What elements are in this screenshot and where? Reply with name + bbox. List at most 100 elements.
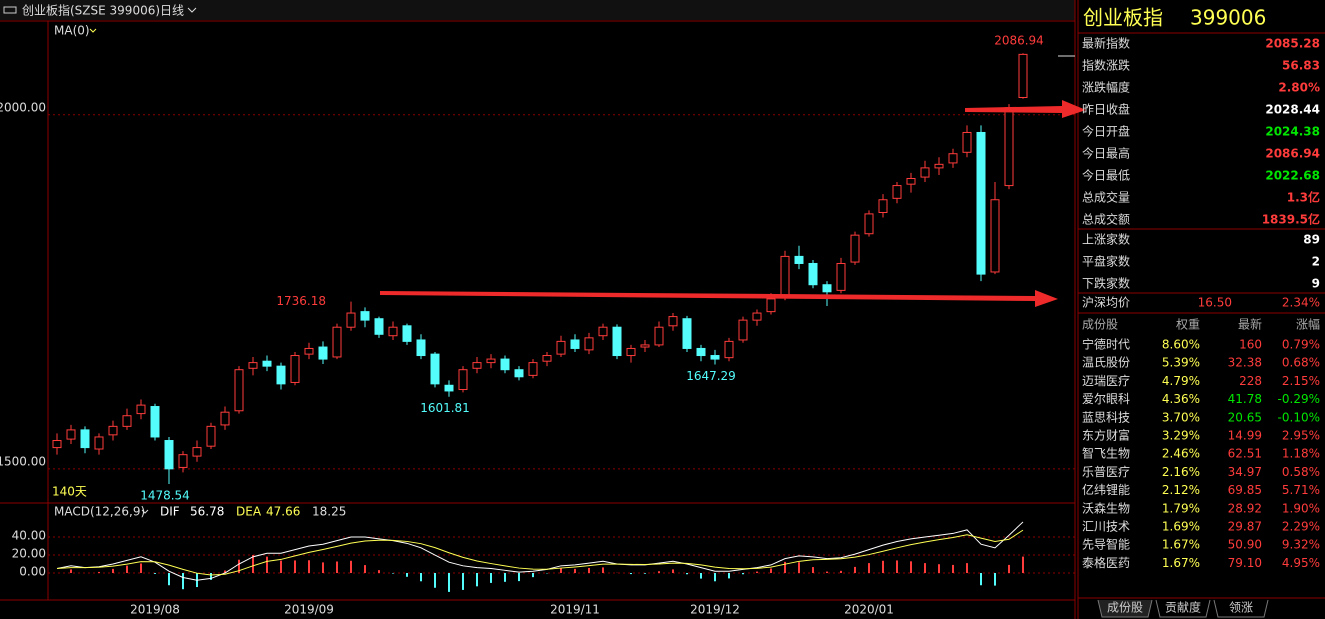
candle-body [934,163,944,169]
candle-body [724,340,734,359]
stock-weight: 1.67% [1162,538,1200,552]
quote-value: 1839.5亿 [1262,212,1320,227]
stock-change: -0.29% [1278,392,1320,406]
candle-body [990,199,1000,273]
tab[interactable]: 领涨 [1229,600,1253,615]
stock-name[interactable]: 汇川技术 [1082,520,1130,534]
quote-label: 总成交额 [1082,212,1130,227]
breadth-label: 平盘家数 [1082,254,1130,269]
stock-price: 41.78 [1228,392,1262,406]
tab[interactable]: 成份股 [1107,601,1143,615]
candle-body [122,415,132,427]
candle-body [346,312,356,328]
x-tick-label: 2019/11 [550,603,600,617]
stock-name[interactable]: 爱尔眼科 [1082,391,1130,406]
candle-body [332,326,342,358]
stock-price: 62.51 [1228,447,1262,461]
quote-code: 399006 [1190,6,1266,30]
x-tick-label: 2019/09 [284,603,334,617]
macd-line [56,529,1024,576]
candle-body [136,404,146,415]
avg-change: 2.34% [1282,296,1320,310]
stock-name[interactable]: 泰格医药 [1082,555,1130,570]
tab-shape[interactable] [1155,599,1211,618]
candle-body [360,311,370,321]
stock-change: 0.68% [1282,356,1320,370]
stock-name[interactable]: 温氏股份 [1082,356,1130,370]
quote-panel: 最新指数 2085.28 指数涨跌 56.83 涨跌幅度 2.80% 昨日收盘 2028.44… [1082,36,1320,618]
dropdown-arrow[interactable] [141,509,149,514]
stock-price: 228 [1239,374,1262,388]
candle-body [626,347,636,357]
candle-body [892,185,902,199]
stock-name[interactable]: 沃森生物 [1082,500,1130,515]
quote-label: 昨日收盘 [1082,102,1130,117]
stock-name[interactable]: 智飞生物 [1082,446,1130,461]
quote-value: 1.3亿 [1287,190,1320,205]
candle-body [864,213,874,235]
candle-body [878,199,888,213]
stock-name[interactable]: 宁德时代 [1082,337,1130,352]
ma-indicator[interactable]: MA(0) [54,24,90,38]
period-selector[interactable]: 日线 [160,4,184,18]
x-tick-label: 2020/01 [844,603,894,617]
quote-label: 涨跌幅度 [1082,80,1130,95]
candle-body [542,355,552,362]
candle-body [500,358,510,371]
candle-body [1004,107,1014,187]
menu-icon[interactable] [3,6,17,14]
stock-weight: 4.36% [1162,392,1200,406]
candle-body [598,326,608,337]
candle-body [584,337,594,351]
stock-change: -0.10% [1278,410,1320,424]
annotation-arrow [965,100,1086,118]
candle-body [640,344,650,348]
candle-body [444,384,454,392]
breadth-label: 下跌家数 [1082,276,1130,291]
quote-value: 56.83 [1282,59,1320,73]
toolbar-title[interactable]: 创业板指(SZSE 399006) [22,3,160,18]
candle-body [66,429,76,440]
y-tick-label: 1500.00 [0,454,46,468]
candle-body [304,347,314,355]
candle-body [318,346,328,360]
table-header: 涨幅 [1296,317,1320,332]
quote-value: 2085.28 [1265,37,1320,51]
stock-name[interactable]: 亿纬锂能 [1082,482,1130,497]
candle-body [682,318,692,349]
candle-body [696,347,706,357]
tab[interactable]: 贡献度 [1165,600,1201,615]
candle-body [220,411,230,426]
candle-body [920,167,930,178]
candle-body [248,362,258,369]
stock-name[interactable]: 乐普医疗 [1082,465,1130,479]
stock-change: 5.71% [1282,483,1320,497]
table-header: 最新 [1238,317,1262,332]
stock-name[interactable]: 东方财富 [1082,428,1130,443]
quote-value: 2024.38 [1265,125,1320,139]
candle-body [528,362,538,376]
tab-shape[interactable] [1097,599,1153,618]
candle-body [430,353,440,385]
stock-weight: 1.67% [1162,556,1200,570]
macd-title[interactable]: MACD(12,26,9) [54,505,145,519]
candle-body [164,440,174,470]
stock-name[interactable]: 蓝思科技 [1082,410,1130,424]
stock-name[interactable]: 先导智能 [1082,537,1130,552]
dropdown-arrow[interactable] [187,7,197,13]
dropdown-arrow[interactable] [89,28,97,33]
legend-name: DEA [236,505,262,519]
legend-value: 47.66 [266,505,300,519]
candle-body [1018,53,1028,99]
candle-body [794,255,804,264]
quote-label: 今日最低 [1082,168,1130,183]
candle-body [388,326,398,337]
stock-weight: 5.39% [1162,356,1200,370]
tab-shape[interactable] [1213,599,1269,618]
high-label: 2086.94 [994,34,1044,48]
stock-name[interactable]: 迈瑞医疗 [1082,374,1130,388]
candle-body [262,360,272,367]
stock-weight: 3.70% [1162,410,1200,424]
candle-body [234,369,244,412]
stock-weight: 2.46% [1162,447,1200,461]
